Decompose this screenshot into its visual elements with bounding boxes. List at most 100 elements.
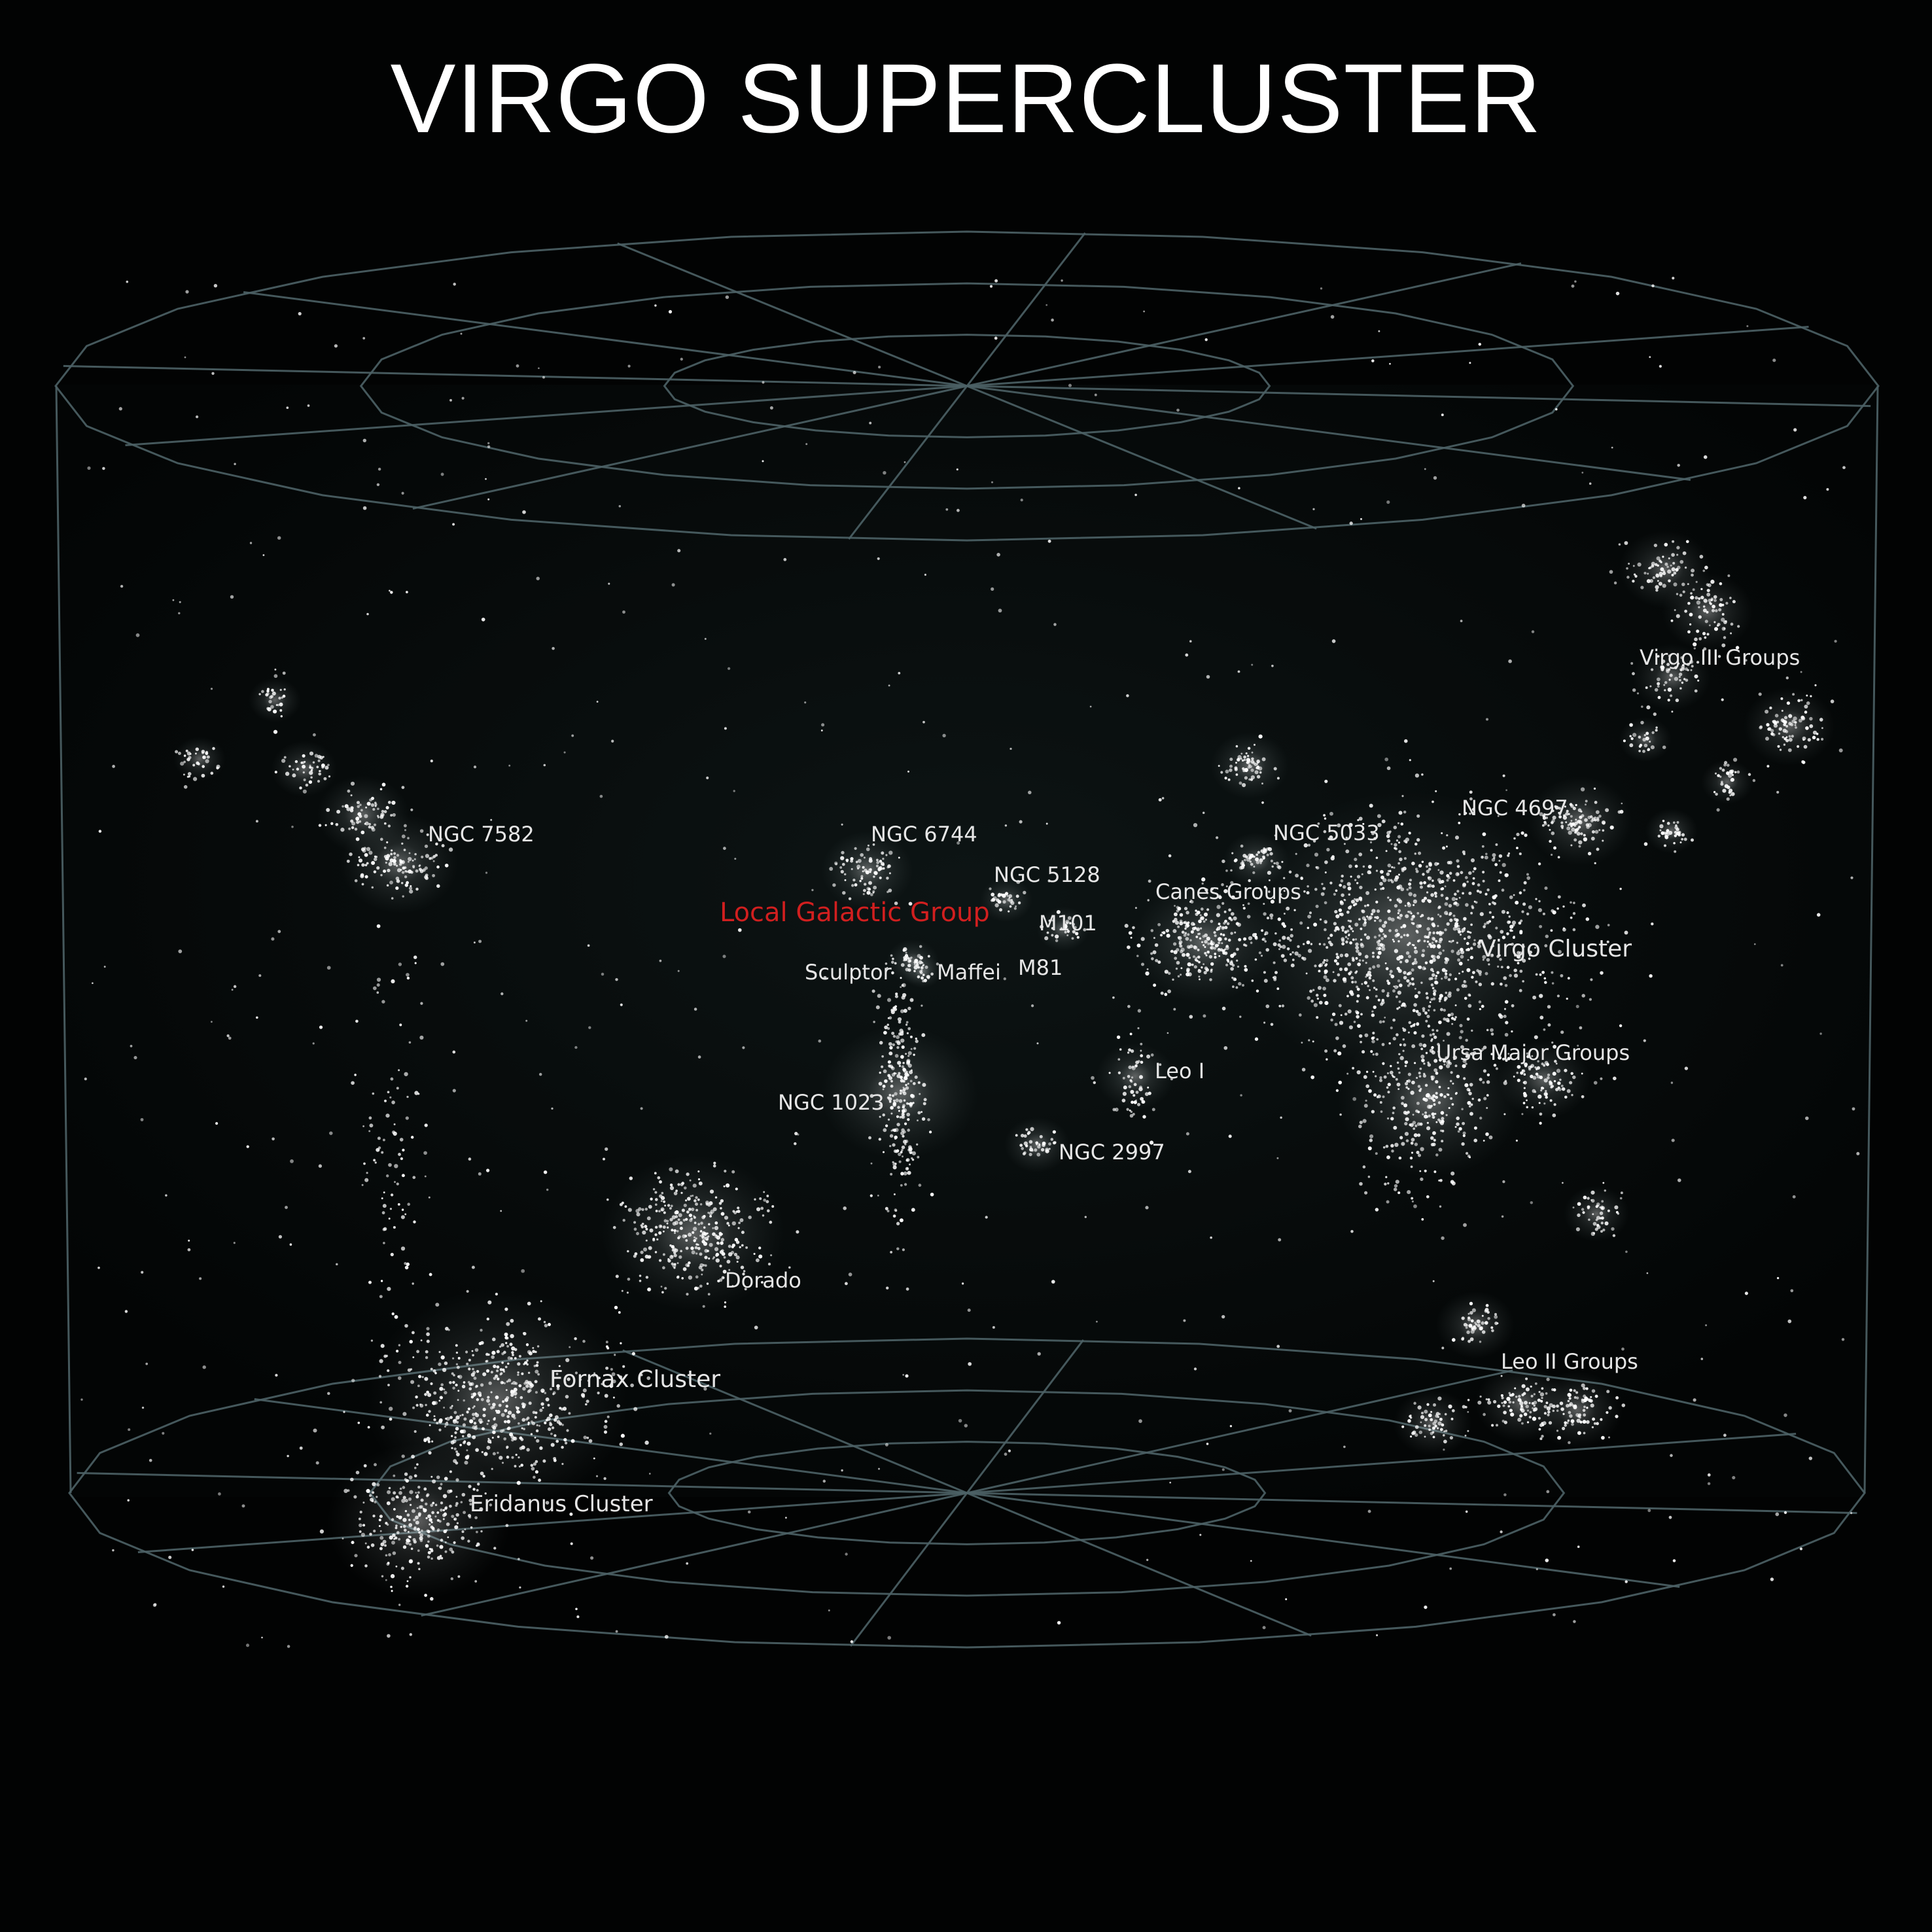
galaxy-dot xyxy=(481,1450,483,1454)
galaxy-dot xyxy=(549,1421,552,1424)
galaxy-dot xyxy=(1381,947,1386,951)
galaxy-dot xyxy=(1083,928,1087,932)
galaxy-dot xyxy=(715,1258,720,1263)
galaxy-dot xyxy=(671,1229,674,1232)
field-galaxy-dot xyxy=(1250,1560,1252,1562)
galaxy-dot xyxy=(1248,856,1252,860)
galaxy-dot xyxy=(1007,898,1011,902)
galaxy-dot xyxy=(463,1511,466,1515)
galaxy-dot xyxy=(1364,1033,1369,1038)
galaxy-dot xyxy=(1555,1087,1559,1091)
galaxy-dot xyxy=(527,1422,530,1424)
galaxy-dot xyxy=(1661,659,1666,663)
galaxy-dot xyxy=(1413,1133,1418,1138)
galaxy-dot xyxy=(647,1287,652,1291)
galaxy-dot xyxy=(1275,861,1279,866)
field-galaxy-dot xyxy=(398,962,402,966)
galaxy-dot xyxy=(1470,911,1473,915)
galaxy-dot xyxy=(1428,977,1432,981)
galaxy-dot xyxy=(1411,968,1414,972)
galaxy-dot xyxy=(1225,945,1229,948)
field-galaxy-dot xyxy=(1792,1195,1796,1199)
galaxy-dot xyxy=(1542,912,1545,915)
galaxy-dot xyxy=(368,851,373,855)
field-galaxy-dot xyxy=(1375,1208,1379,1212)
galaxy-dot xyxy=(722,1269,727,1274)
galaxy-dot xyxy=(1387,839,1391,843)
galaxy-dot xyxy=(905,1023,908,1026)
galaxy-dot xyxy=(1396,1007,1399,1010)
galaxy-dot xyxy=(1435,1029,1439,1032)
galaxy-dot xyxy=(909,1102,913,1106)
galaxy-dot xyxy=(926,975,930,979)
galaxy-dot xyxy=(873,875,875,878)
field-galaxy-dot xyxy=(737,928,742,932)
top-disc-spoke xyxy=(848,385,968,540)
galaxy-dot xyxy=(1663,844,1667,847)
galaxy-dot xyxy=(492,1403,496,1407)
galaxy-dot xyxy=(1454,1064,1458,1068)
galaxy-dot xyxy=(1234,766,1238,770)
galaxy-dot xyxy=(1225,769,1229,774)
galaxy-dot xyxy=(436,1530,439,1532)
galaxy-dot xyxy=(1227,778,1231,781)
galaxy-dot xyxy=(1640,720,1644,725)
galaxy-dot xyxy=(351,1541,355,1545)
galaxy-dot xyxy=(1770,729,1774,733)
galaxy-dot xyxy=(907,1170,911,1175)
galaxy-dot xyxy=(536,1345,540,1348)
galaxy-dot xyxy=(561,1445,564,1449)
galaxy-dot xyxy=(1708,624,1711,627)
galaxy-dot xyxy=(894,1163,897,1165)
galaxy-dot xyxy=(1498,879,1501,883)
galaxy-dot xyxy=(1422,1074,1426,1078)
galaxy-dot xyxy=(1537,1060,1539,1063)
galaxy-dot xyxy=(1630,737,1634,741)
galaxy-dot xyxy=(1482,1081,1485,1084)
galaxy-dot xyxy=(1479,1326,1483,1330)
galaxy-dot xyxy=(532,1346,535,1349)
galaxy-dot xyxy=(1443,1439,1447,1444)
top-disc-spoke xyxy=(966,385,1691,481)
galaxy-dot xyxy=(1402,1049,1405,1052)
field-galaxy-dot xyxy=(508,764,511,767)
galaxy-dot xyxy=(1324,860,1328,864)
galaxy-dot xyxy=(472,1407,474,1409)
galaxy-dot xyxy=(1186,972,1190,977)
galaxy-dot xyxy=(417,1093,420,1095)
galaxy-dot xyxy=(1386,1086,1389,1089)
galaxy-dot xyxy=(1046,931,1049,934)
galaxy-dot xyxy=(364,1542,367,1545)
galaxy-dot xyxy=(1694,674,1698,678)
galaxy-dot xyxy=(511,1382,513,1385)
galaxy-dot xyxy=(1468,931,1471,934)
galaxy-dot xyxy=(1657,695,1661,699)
galaxy-dot xyxy=(1522,958,1526,963)
galaxy-dot xyxy=(442,1518,445,1520)
field-galaxy-dot xyxy=(1647,1509,1651,1513)
galaxy-dot xyxy=(1671,711,1674,713)
galaxy-dot xyxy=(1447,1087,1450,1089)
galaxy-dot xyxy=(1495,926,1498,930)
galaxy-dot xyxy=(641,1225,644,1229)
galaxy-dot xyxy=(1146,1054,1151,1059)
galaxy-dot xyxy=(371,886,374,889)
galaxy-dot xyxy=(677,1218,680,1221)
galaxy-dot xyxy=(1595,810,1600,815)
galaxy-dot xyxy=(427,1514,432,1519)
galaxy-dot xyxy=(1590,1396,1592,1398)
galaxy-dot xyxy=(1650,668,1654,671)
galaxy-dot xyxy=(368,1130,371,1133)
galaxy-dot xyxy=(449,1504,452,1508)
galaxy-dot xyxy=(906,1032,909,1034)
galaxy-dot xyxy=(1179,913,1184,917)
galaxy-dot xyxy=(1413,1031,1417,1035)
galaxy-dot xyxy=(425,1413,429,1417)
galaxy-dot xyxy=(1398,1000,1401,1003)
galaxy-dot xyxy=(1441,1140,1444,1143)
galaxy-dot xyxy=(1536,1068,1538,1070)
galaxy-dot xyxy=(402,1496,406,1500)
galaxy-dot xyxy=(1456,941,1459,944)
galaxy-dot xyxy=(856,864,861,869)
galaxy-dot xyxy=(686,1210,690,1214)
